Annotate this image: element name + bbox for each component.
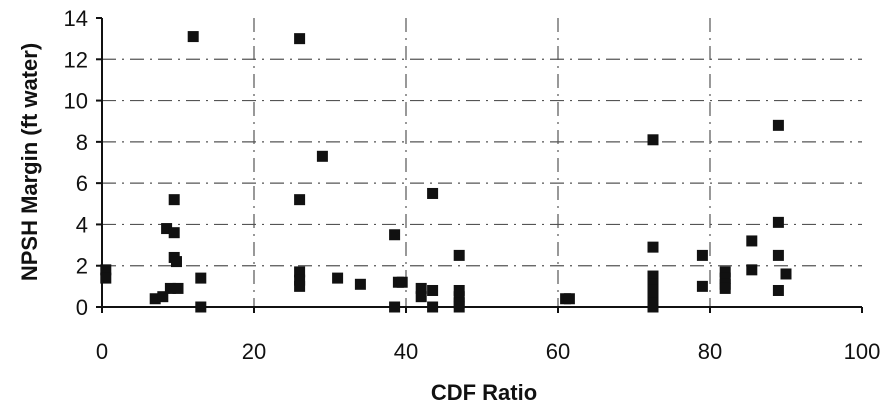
data-point — [187, 31, 199, 43]
data-points — [100, 31, 792, 313]
data-point — [772, 249, 784, 261]
data-point — [453, 249, 465, 261]
data-point — [780, 268, 792, 280]
data-point — [161, 223, 173, 235]
x-tick-label: 20 — [242, 339, 266, 364]
data-point — [294, 266, 306, 278]
data-point — [316, 150, 328, 162]
y-tick-label: 2 — [76, 254, 88, 279]
data-point — [453, 301, 465, 313]
y-tick-label: 6 — [76, 171, 88, 196]
x-tick-label: 60 — [546, 339, 570, 364]
data-point — [294, 33, 306, 45]
data-point — [427, 301, 439, 313]
data-point — [172, 282, 184, 294]
data-point — [427, 284, 439, 296]
data-point — [294, 280, 306, 292]
y-tick-label: 10 — [64, 89, 88, 114]
data-point — [772, 119, 784, 131]
data-point — [719, 266, 731, 278]
data-point — [164, 282, 176, 294]
data-point — [746, 235, 758, 247]
data-point — [415, 282, 427, 294]
data-point — [647, 301, 659, 313]
y-tick-label: 0 — [76, 295, 88, 320]
data-point — [170, 256, 182, 268]
y-tick-label: 12 — [64, 47, 88, 72]
data-point — [100, 264, 112, 276]
data-point — [453, 291, 465, 303]
data-point — [389, 301, 401, 313]
data-point — [719, 282, 731, 294]
grid-lines — [102, 18, 862, 307]
data-point — [100, 272, 112, 284]
x-tick-label: 100 — [844, 339, 881, 364]
data-point — [354, 278, 366, 290]
data-point — [696, 249, 708, 261]
data-point — [389, 229, 401, 241]
data-point — [453, 284, 465, 296]
x-axis-title: CDF Ratio — [431, 380, 537, 405]
data-point — [168, 194, 180, 206]
data-point — [149, 293, 161, 305]
data-point — [719, 272, 731, 284]
data-point — [647, 284, 659, 296]
data-point — [647, 241, 659, 253]
data-point — [294, 274, 306, 286]
y-tick-label: 14 — [64, 6, 88, 31]
data-point — [647, 134, 659, 146]
data-point — [772, 216, 784, 228]
x-tick-label: 80 — [698, 339, 722, 364]
data-point — [415, 291, 427, 303]
data-point — [332, 272, 344, 284]
data-point — [647, 270, 659, 282]
y-axis-title: NPSH Margin (ft water) — [17, 43, 42, 281]
y-tick-labels: 0 2 4 6 8 10 12 14 — [64, 6, 88, 320]
x-tick-label: 40 — [394, 339, 418, 364]
x-tick-labels: 0 20 40 60 80 100 — [96, 339, 880, 364]
y-tick-label: 4 — [76, 212, 88, 237]
data-point — [563, 293, 575, 305]
data-point — [772, 284, 784, 296]
data-point — [647, 278, 659, 290]
data-point — [746, 264, 758, 276]
data-point — [168, 227, 180, 239]
data-point — [696, 280, 708, 292]
x-tick-label: 0 — [96, 339, 108, 364]
data-point — [647, 291, 659, 303]
data-point — [157, 291, 169, 303]
y-tick-label: 8 — [76, 130, 88, 155]
data-point — [396, 276, 408, 288]
data-point — [195, 301, 207, 313]
data-point — [195, 272, 207, 284]
data-point — [427, 187, 439, 199]
data-point — [294, 194, 306, 206]
